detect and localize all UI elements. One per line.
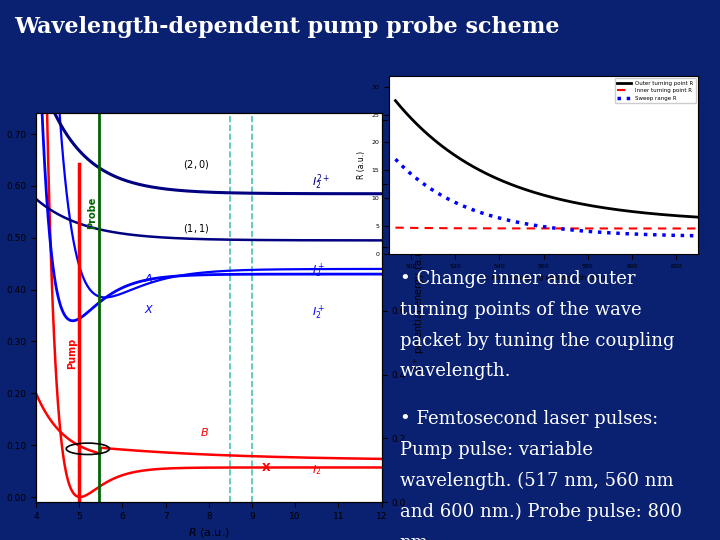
Y-axis label: $I_2^{2+}$ potential energy (a.u.): $I_2^{2+}$ potential energy (a.u.) bbox=[411, 242, 428, 373]
Text: Pump: Pump bbox=[67, 338, 77, 369]
Text: • Femtosecond laser pulses:: • Femtosecond laser pulses: bbox=[400, 410, 658, 428]
Inner turning point R bbox=[610, 225, 618, 232]
Text: $(2,0)$: $(2,0)$ bbox=[183, 158, 209, 171]
Line: Sweep range R: Sweep range R bbox=[395, 159, 698, 236]
Text: $I_2^+$: $I_2^+$ bbox=[312, 303, 325, 322]
Text: $\mathbf{X}$: $\mathbf{X}$ bbox=[261, 461, 271, 473]
Text: $I_2^{2+}$: $I_2^{2+}$ bbox=[312, 173, 330, 192]
Outer turning point R bbox=[611, 206, 620, 213]
Text: $I_2$: $I_2$ bbox=[312, 464, 322, 477]
Inner turning point R bbox=[428, 225, 436, 231]
Sweep range R bbox=[610, 230, 618, 237]
Outer turning point R bbox=[582, 201, 590, 208]
X-axis label: $R$ (a.u.): $R$ (a.u.) bbox=[188, 526, 230, 539]
Text: and 600 nm.) Probe pulse: 800: and 600 nm.) Probe pulse: 800 bbox=[400, 503, 682, 521]
Outer turning point R bbox=[511, 183, 520, 190]
X-axis label: X: Probe/coupling wavelength (nm): X: Probe/coupling wavelength (nm) bbox=[482, 274, 606, 281]
Sweep range R bbox=[511, 219, 520, 225]
Outer turning point R bbox=[391, 97, 400, 104]
Sweep range R bbox=[391, 156, 400, 163]
Inner turning point R bbox=[694, 225, 703, 232]
Inner turning point R bbox=[611, 225, 620, 232]
Y-axis label: R (a.u.): R (a.u.) bbox=[356, 151, 366, 179]
Sweep range R bbox=[611, 230, 620, 237]
Text: $X$: $X$ bbox=[144, 303, 154, 315]
Legend: Outer turning point R, Inner turning point R, Sweep range R: Outer turning point R, Inner turning poi… bbox=[615, 78, 696, 103]
Sweep range R bbox=[428, 186, 436, 193]
Text: nm.: nm. bbox=[400, 534, 434, 540]
Inner turning point R bbox=[511, 225, 520, 232]
Sweep range R bbox=[490, 213, 498, 220]
Sweep range R bbox=[582, 228, 590, 234]
Text: $A$: $A$ bbox=[144, 272, 153, 284]
Outer turning point R bbox=[694, 214, 703, 220]
Text: turning points of the wave: turning points of the wave bbox=[400, 301, 642, 319]
Text: wavelength. (517 nm, 560 nm: wavelength. (517 nm, 560 nm bbox=[400, 472, 673, 490]
Inner turning point R bbox=[582, 225, 590, 232]
Inner turning point R bbox=[391, 225, 400, 231]
Outer turning point R bbox=[610, 206, 618, 213]
Text: Wavelength-dependent pump probe scheme: Wavelength-dependent pump probe scheme bbox=[14, 16, 560, 38]
Text: $I_2^+$: $I_2^+$ bbox=[312, 262, 325, 280]
Text: Pump pulse: variable: Pump pulse: variable bbox=[400, 441, 593, 459]
Text: $B$: $B$ bbox=[200, 426, 209, 438]
Outer turning point R bbox=[428, 134, 436, 141]
Sweep range R bbox=[694, 233, 703, 239]
Text: Probe: Probe bbox=[87, 197, 97, 230]
Text: wavelength.: wavelength. bbox=[400, 362, 511, 380]
Text: • Change inner and outer: • Change inner and outer bbox=[400, 270, 635, 288]
Text: $(1,1)$: $(1,1)$ bbox=[183, 221, 209, 234]
Text: packet by tuning the coupling: packet by tuning the coupling bbox=[400, 332, 674, 349]
Line: Outer turning point R: Outer turning point R bbox=[395, 100, 698, 217]
Inner turning point R bbox=[490, 225, 498, 232]
Outer turning point R bbox=[490, 174, 498, 180]
